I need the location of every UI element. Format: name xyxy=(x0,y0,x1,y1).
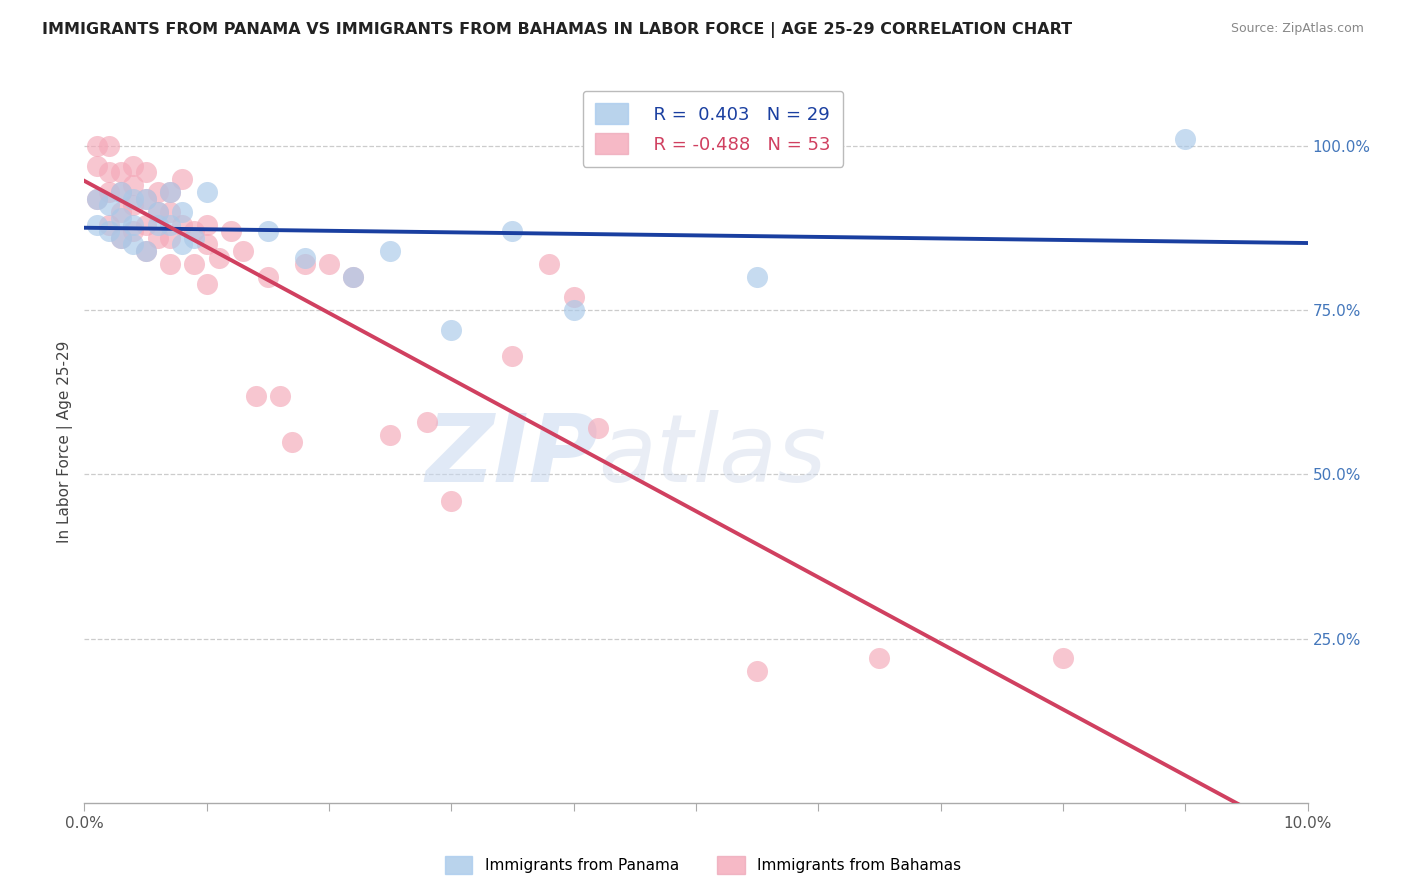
Point xyxy=(135,165,157,179)
Point xyxy=(195,185,218,199)
Point xyxy=(86,218,108,232)
Point xyxy=(232,244,254,258)
Point xyxy=(159,185,181,199)
Point xyxy=(135,192,157,206)
Point xyxy=(342,270,364,285)
Point xyxy=(195,277,218,291)
Point xyxy=(110,185,132,199)
Point xyxy=(195,237,218,252)
Point xyxy=(380,244,402,258)
Point xyxy=(172,171,194,186)
Point xyxy=(257,270,280,285)
Y-axis label: In Labor Force | Age 25-29: In Labor Force | Age 25-29 xyxy=(58,341,73,542)
Point xyxy=(562,290,585,304)
Point xyxy=(294,257,316,271)
Point xyxy=(110,231,132,245)
Point xyxy=(146,218,169,232)
Point xyxy=(1174,132,1197,146)
Point xyxy=(110,165,132,179)
Point xyxy=(318,257,340,271)
Point xyxy=(747,665,769,679)
Point xyxy=(146,231,169,245)
Point xyxy=(562,303,585,318)
Point xyxy=(97,185,120,199)
Point xyxy=(86,159,108,173)
Point xyxy=(110,211,132,226)
Point xyxy=(135,192,157,206)
Point xyxy=(586,421,609,435)
Point xyxy=(257,224,280,238)
Text: ZIP: ZIP xyxy=(425,410,598,502)
Point xyxy=(502,224,524,238)
Point xyxy=(172,237,194,252)
Text: IMMIGRANTS FROM PANAMA VS IMMIGRANTS FROM BAHAMAS IN LABOR FORCE | AGE 25-29 COR: IMMIGRANTS FROM PANAMA VS IMMIGRANTS FRO… xyxy=(42,22,1073,38)
Point xyxy=(86,192,108,206)
Legend:   R =  0.403   N = 29,   R = -0.488   N = 53: R = 0.403 N = 29, R = -0.488 N = 53 xyxy=(582,91,844,167)
Point xyxy=(135,244,157,258)
Point xyxy=(122,218,145,232)
Point xyxy=(294,251,316,265)
Point xyxy=(342,270,364,285)
Point xyxy=(269,388,291,402)
Point xyxy=(122,178,145,193)
Point xyxy=(122,192,145,206)
Point xyxy=(159,231,181,245)
Point xyxy=(122,159,145,173)
Point xyxy=(172,218,194,232)
Point xyxy=(416,415,439,429)
Point xyxy=(97,198,120,212)
Point xyxy=(135,218,157,232)
Point xyxy=(219,224,242,238)
Text: Source: ZipAtlas.com: Source: ZipAtlas.com xyxy=(1230,22,1364,36)
Point xyxy=(440,493,463,508)
Point xyxy=(97,218,120,232)
Point xyxy=(245,388,267,402)
Point xyxy=(208,251,231,265)
Point xyxy=(538,257,561,271)
Point xyxy=(195,218,218,232)
Point xyxy=(159,185,181,199)
Point xyxy=(110,185,132,199)
Point xyxy=(380,428,402,442)
Point xyxy=(281,434,304,449)
Point xyxy=(502,349,524,363)
Text: atlas: atlas xyxy=(598,410,827,501)
Point xyxy=(122,224,145,238)
Point xyxy=(159,204,181,219)
Point xyxy=(86,139,108,153)
Point xyxy=(747,270,769,285)
Point xyxy=(97,165,120,179)
Point xyxy=(183,257,205,271)
Point xyxy=(122,198,145,212)
Point xyxy=(159,218,181,232)
Point xyxy=(97,139,120,153)
Point xyxy=(146,204,169,219)
Point xyxy=(146,204,169,219)
Point xyxy=(1052,651,1074,665)
Point xyxy=(159,257,181,271)
Point xyxy=(183,224,205,238)
Point xyxy=(172,204,194,219)
Point xyxy=(869,651,891,665)
Legend: Immigrants from Panama, Immigrants from Bahamas: Immigrants from Panama, Immigrants from … xyxy=(439,850,967,880)
Point xyxy=(183,231,205,245)
Point xyxy=(440,323,463,337)
Point xyxy=(97,224,120,238)
Point xyxy=(110,204,132,219)
Point xyxy=(146,185,169,199)
Point xyxy=(110,231,132,245)
Point xyxy=(122,237,145,252)
Point xyxy=(135,244,157,258)
Point xyxy=(86,192,108,206)
